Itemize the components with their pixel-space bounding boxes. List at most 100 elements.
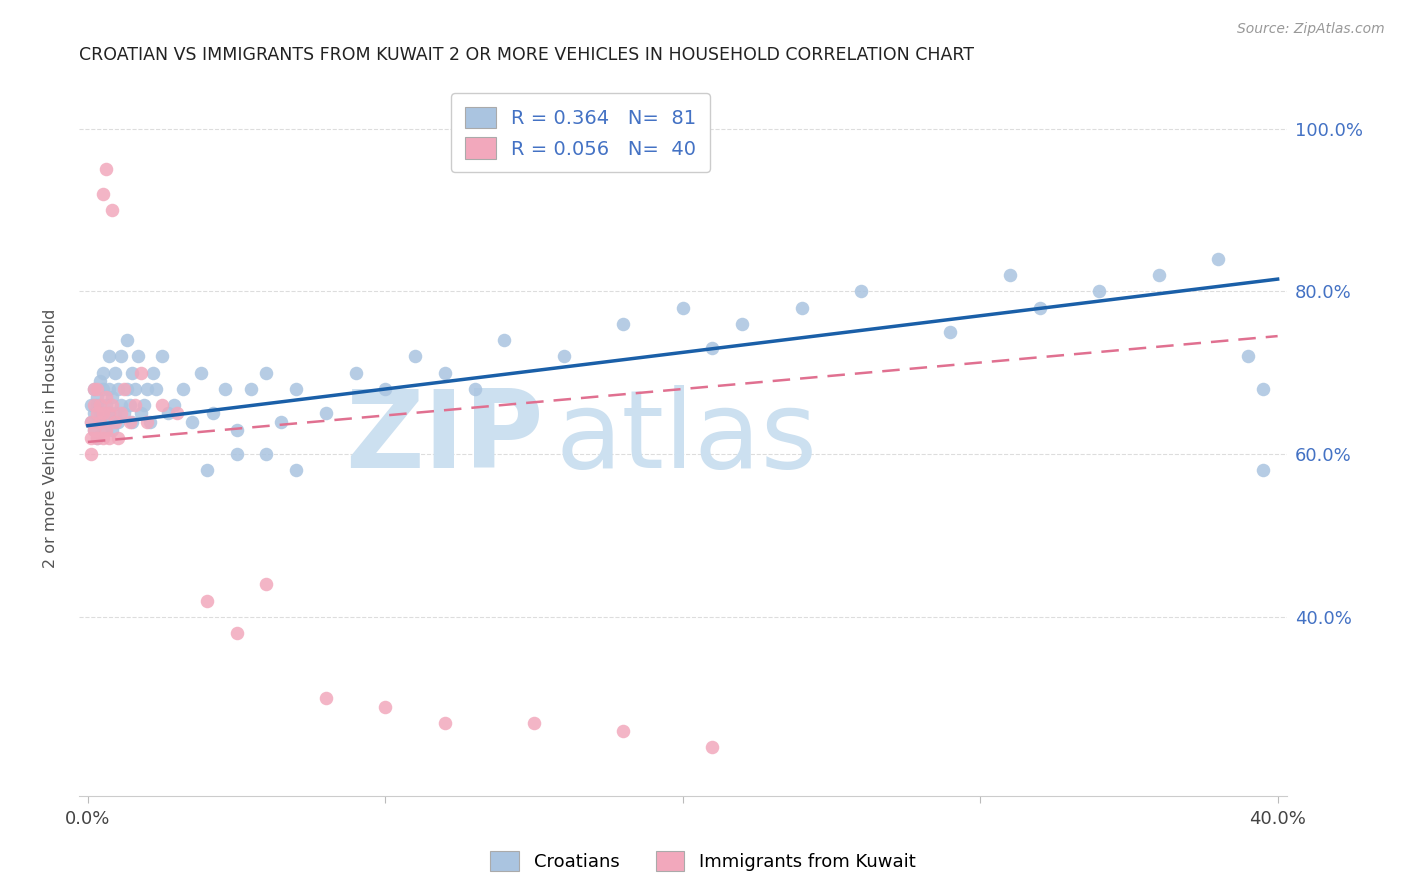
Point bbox=[374, 382, 396, 396]
Point bbox=[83, 382, 105, 396]
Point bbox=[104, 415, 127, 429]
Legend: R = 0.364   N=  81, R = 0.056   N=  40: R = 0.364 N= 81, R = 0.056 N= 40 bbox=[451, 93, 710, 172]
Point bbox=[80, 415, 103, 429]
Point bbox=[83, 423, 105, 437]
Point bbox=[127, 350, 149, 364]
Point bbox=[115, 382, 138, 396]
Point bbox=[404, 350, 426, 364]
Point bbox=[89, 398, 111, 412]
Point bbox=[94, 398, 117, 412]
Point bbox=[86, 398, 108, 412]
Point bbox=[83, 382, 105, 396]
Point bbox=[702, 740, 724, 755]
Point bbox=[433, 366, 456, 380]
Point bbox=[214, 382, 236, 396]
Point bbox=[83, 423, 105, 437]
Point bbox=[157, 406, 180, 420]
Point bbox=[1237, 350, 1260, 364]
Point bbox=[190, 366, 212, 380]
Point bbox=[80, 447, 103, 461]
Point bbox=[225, 626, 247, 640]
Point bbox=[494, 333, 516, 347]
Point bbox=[270, 415, 292, 429]
Point bbox=[172, 382, 194, 396]
Point bbox=[195, 463, 218, 477]
Point bbox=[163, 398, 186, 412]
Text: Source: ZipAtlas.com: Source: ZipAtlas.com bbox=[1237, 22, 1385, 37]
Point bbox=[118, 398, 141, 412]
Point bbox=[91, 406, 114, 420]
Point bbox=[166, 406, 188, 420]
Point bbox=[80, 415, 103, 429]
Point bbox=[851, 285, 873, 299]
Point bbox=[89, 406, 111, 420]
Point bbox=[94, 415, 117, 429]
Point bbox=[672, 301, 695, 315]
Point bbox=[702, 341, 724, 355]
Point bbox=[612, 317, 634, 331]
Point bbox=[100, 202, 122, 217]
Point bbox=[181, 415, 204, 429]
Point bbox=[124, 382, 146, 396]
Point bbox=[115, 333, 138, 347]
Point bbox=[91, 366, 114, 380]
Point bbox=[145, 382, 167, 396]
Point bbox=[374, 699, 396, 714]
Point bbox=[89, 415, 111, 429]
Point bbox=[89, 374, 111, 388]
Y-axis label: 2 or more Vehicles in Household: 2 or more Vehicles in Household bbox=[44, 308, 58, 567]
Point bbox=[1028, 301, 1050, 315]
Point bbox=[112, 406, 135, 420]
Point bbox=[150, 350, 173, 364]
Point bbox=[139, 415, 162, 429]
Point bbox=[1251, 463, 1274, 477]
Point bbox=[225, 447, 247, 461]
Point bbox=[104, 406, 127, 420]
Point bbox=[939, 325, 962, 339]
Point bbox=[80, 431, 103, 445]
Point bbox=[201, 406, 224, 420]
Point bbox=[134, 398, 156, 412]
Point bbox=[110, 398, 132, 412]
Point bbox=[150, 398, 173, 412]
Point bbox=[136, 382, 159, 396]
Text: atlas: atlas bbox=[555, 384, 818, 491]
Text: CROATIAN VS IMMIGRANTS FROM KUWAIT 2 OR MORE VEHICLES IN HOUSEHOLD CORRELATION C: CROATIAN VS IMMIGRANTS FROM KUWAIT 2 OR … bbox=[79, 46, 974, 64]
Point bbox=[83, 406, 105, 420]
Point bbox=[464, 382, 486, 396]
Point bbox=[433, 715, 456, 730]
Point bbox=[97, 350, 120, 364]
Point bbox=[131, 406, 153, 420]
Point bbox=[91, 431, 114, 445]
Point bbox=[86, 431, 108, 445]
Point bbox=[91, 186, 114, 201]
Point bbox=[1251, 382, 1274, 396]
Point bbox=[86, 406, 108, 420]
Point bbox=[254, 366, 277, 380]
Point bbox=[100, 398, 122, 412]
Point bbox=[142, 366, 165, 380]
Point bbox=[104, 366, 127, 380]
Text: ZIP: ZIP bbox=[346, 384, 544, 491]
Point bbox=[315, 691, 337, 706]
Point bbox=[998, 268, 1021, 282]
Legend: Croatians, Immigrants from Kuwait: Croatians, Immigrants from Kuwait bbox=[484, 844, 922, 879]
Point bbox=[107, 415, 129, 429]
Point bbox=[80, 398, 103, 412]
Point bbox=[97, 382, 120, 396]
Point bbox=[1088, 285, 1111, 299]
Point bbox=[612, 723, 634, 738]
Point bbox=[100, 390, 122, 404]
Point bbox=[195, 593, 218, 607]
Point bbox=[344, 366, 367, 380]
Point bbox=[107, 382, 129, 396]
Point bbox=[121, 366, 143, 380]
Point bbox=[97, 406, 120, 420]
Point bbox=[89, 415, 111, 429]
Point bbox=[97, 406, 120, 420]
Point bbox=[110, 406, 132, 420]
Point bbox=[553, 350, 575, 364]
Point bbox=[118, 415, 141, 429]
Point bbox=[285, 463, 308, 477]
Point bbox=[94, 423, 117, 437]
